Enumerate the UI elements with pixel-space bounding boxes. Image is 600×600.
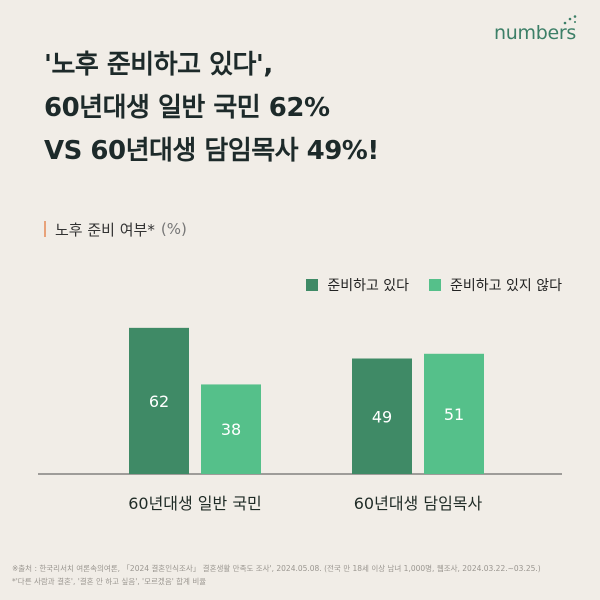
headline: '노후 준비하고 있다', 60년대생 일반 국민 62% VS 60년대생 담…	[44, 44, 564, 173]
footnote-source: ※출처 : 한국리서치 여론속의여론, 「2024 결혼인식조사」 결혼생활 만…	[12, 564, 541, 573]
legend-label-prepared: 준비하고 있다	[327, 278, 410, 294]
headline-line-1: '노후 준비하고 있다',	[44, 50, 273, 80]
headline-line-2: 60년대생 일반 국민 62%	[44, 93, 330, 123]
data-label-prepared-2: 49	[372, 407, 392, 426]
legend-swatch-not-prepared	[429, 279, 442, 291]
subtitle-accent-bar	[44, 221, 46, 237]
data-label-not-prepared-2: 51	[444, 405, 464, 424]
category-label-1: 60년대생 일반 국민	[128, 494, 262, 513]
legend-label-not-prepared: 준비하고 있지 않다	[450, 278, 562, 294]
bar-not-prepared-2	[424, 353, 484, 474]
brand-logo: numbers	[494, 15, 577, 44]
footnotes: ※출처 : 한국리서치 여론속의여론, 「2024 결혼인식조사」 결혼생활 만…	[12, 562, 592, 588]
legend-item-prepared: 준비하고 있다	[306, 275, 409, 295]
data-label-not-prepared-1: 38	[221, 420, 241, 439]
chart-subtitle: 노후 준비 여부* (%)	[44, 218, 187, 240]
subtitle-unit: (%)	[160, 220, 187, 238]
bar-not-prepared-1	[201, 384, 261, 474]
subtitle-label: 노후 준비 여부*	[55, 220, 155, 239]
headline-line-3: VS 60년대생 담임목사 49%!	[44, 136, 379, 166]
footnote-definition: *'다른 사람과 결혼', '결혼 안 하고 싶음', '모르겠음' 합계 비율	[12, 577, 207, 586]
category-label-2: 60년대생 담임목사	[354, 494, 483, 513]
bar-prepared-1	[129, 327, 189, 474]
chart-legend: 준비하고 있다 준비하고 있지 않다	[286, 275, 562, 295]
brand-logo-text: numbers	[494, 22, 576, 44]
bar-prepared-2	[352, 358, 412, 474]
logo-dots-icon	[563, 15, 577, 25]
legend-item-not-prepared: 준비하고 있지 않다	[429, 275, 562, 295]
legend-swatch-prepared	[306, 279, 319, 291]
data-label-prepared-1: 62	[149, 392, 169, 411]
